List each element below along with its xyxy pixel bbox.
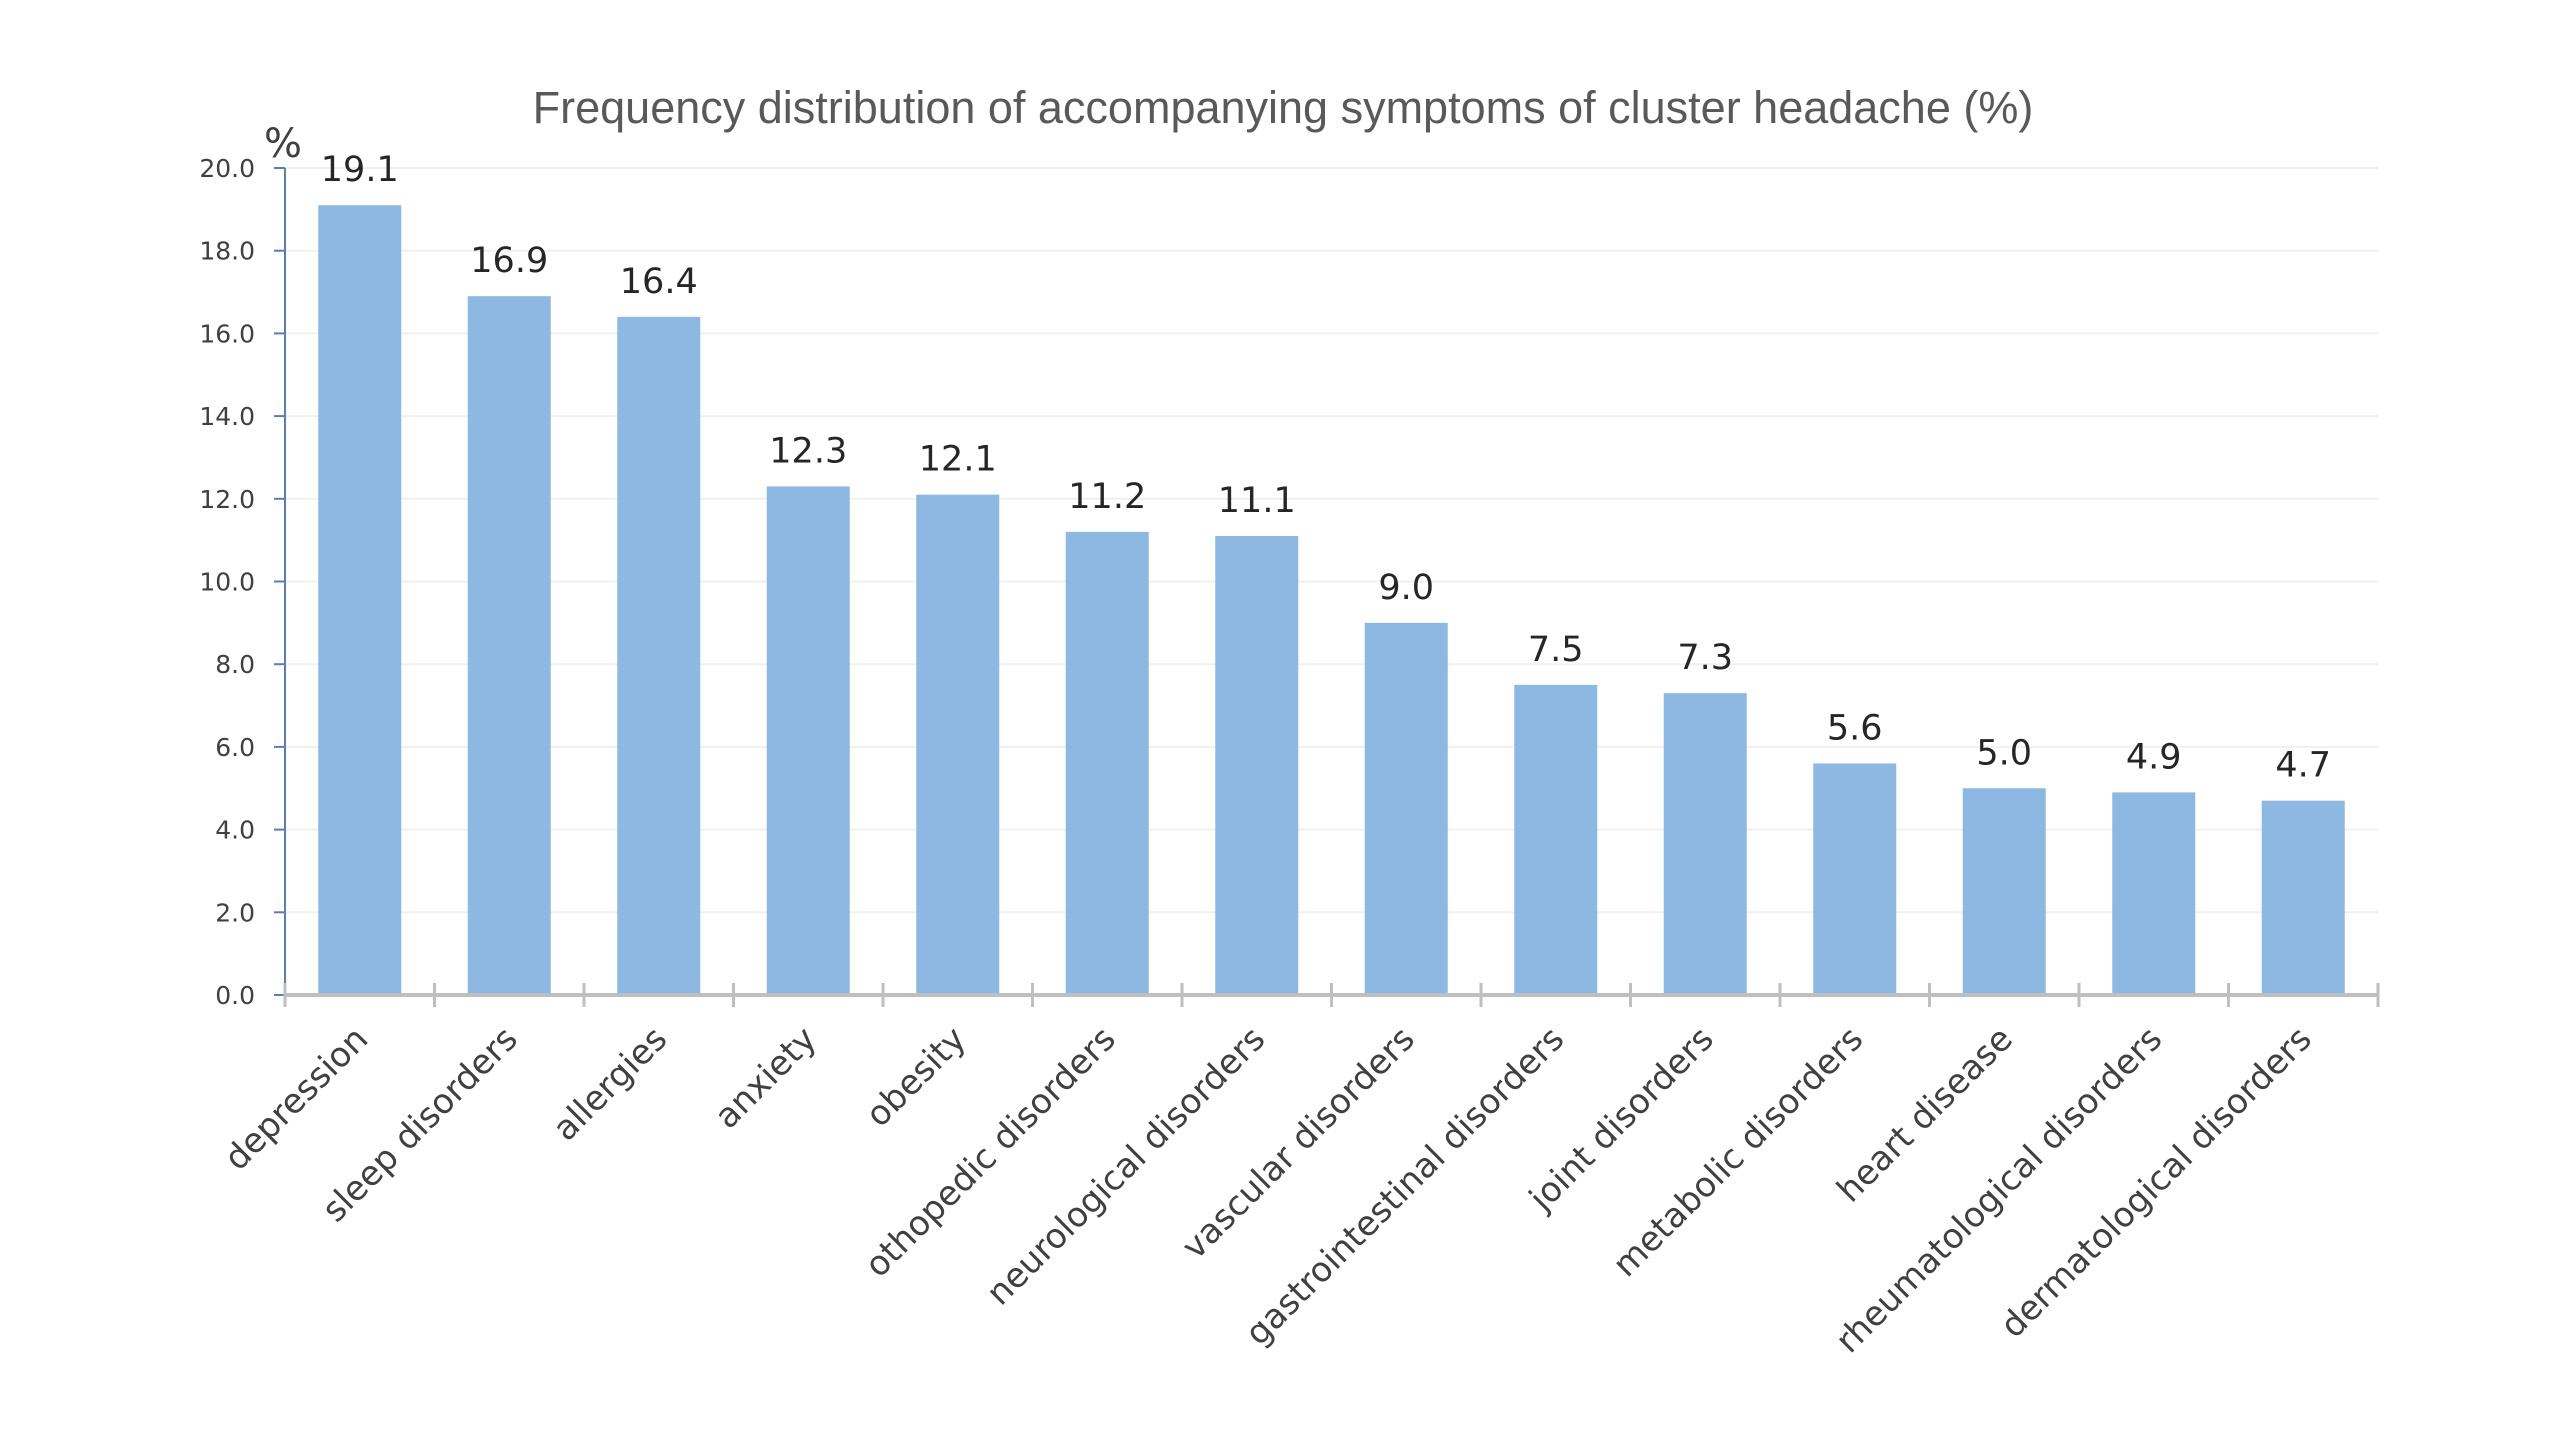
x-tick-label: anxiety — [707, 1019, 825, 1137]
data-label: 4.7 — [2275, 746, 2331, 786]
data-labels: 19.1 16.9 16.4 12.3 12.1 11.2 11.1 9.0 7.5 7.3 5.6… — [321, 150, 2331, 785]
data-label: 5.0 — [1976, 733, 2032, 773]
y-tick-label: 18.0 — [199, 237, 255, 266]
data-label: 12.1 — [919, 440, 997, 480]
data-label: 16.4 — [620, 262, 698, 302]
gridlines — [285, 167, 2378, 914]
bar — [2261, 800, 2345, 995]
x-tick-label: dermatological disorders — [1993, 1019, 2320, 1346]
y-tick-label: 4.0 — [215, 816, 255, 845]
x-tick-label: neurological disorders — [979, 1019, 1273, 1313]
x-tick-label: gastrointestinal disorders — [1238, 1019, 1572, 1353]
bar — [1065, 531, 1149, 995]
data-label: 11.1 — [1218, 481, 1296, 521]
bars — [318, 205, 2345, 996]
data-label: 5.6 — [1827, 708, 1883, 748]
y-tick-label: 8.0 — [215, 650, 255, 679]
data-label: 12.3 — [769, 431, 847, 471]
y-tick-label: 12.0 — [199, 485, 255, 514]
bar — [617, 316, 701, 995]
data-label: 11.2 — [1068, 477, 1146, 517]
x-tick-label: rheumatological disorders — [1828, 1019, 2170, 1361]
bar — [766, 486, 850, 995]
bar — [1364, 622, 1448, 995]
bar — [1514, 684, 1598, 995]
x-tick-label: othopedic disorders — [857, 1019, 1123, 1285]
bar — [467, 296, 551, 995]
data-label: 16.9 — [470, 241, 548, 281]
data-label: 4.9 — [2126, 737, 2182, 777]
y-tick-labels: 0.0 2.0 4.0 6.0 8.0 10.0 12.0 14.0 16.0 18.0 20.0 — [199, 154, 255, 1010]
x-tick-label: allergies — [545, 1019, 675, 1149]
x-tick-label: obesity — [858, 1019, 974, 1135]
y-tick-label: 6.0 — [215, 733, 255, 762]
y-axis-unit-label: % — [264, 121, 302, 167]
bar — [1215, 536, 1299, 995]
y-tick-label: 0.0 — [215, 981, 255, 1010]
y-tick-label: 14.0 — [199, 402, 255, 431]
data-label: 7.3 — [1677, 638, 1733, 678]
x-tick-label: depression — [217, 1019, 376, 1178]
bar — [1663, 693, 1747, 995]
data-label: 19.1 — [321, 150, 399, 190]
y-tick-label: 16.0 — [199, 319, 255, 348]
x-tick-label: metabolic disorders — [1605, 1019, 1871, 1285]
chart-title: Frequency distribution of accompanying s… — [533, 82, 2034, 133]
bar — [1962, 788, 2046, 995]
bar — [1813, 763, 1897, 995]
y-tick-label: 20.0 — [199, 154, 255, 183]
y-tick-label: 2.0 — [215, 898, 255, 927]
data-label: 7.5 — [1528, 630, 1584, 670]
bar — [318, 205, 402, 996]
axes — [274, 167, 2380, 1007]
bar — [2112, 792, 2196, 995]
y-tick-label: 10.0 — [199, 568, 255, 597]
bar — [916, 494, 1000, 995]
data-label: 9.0 — [1378, 568, 1434, 608]
